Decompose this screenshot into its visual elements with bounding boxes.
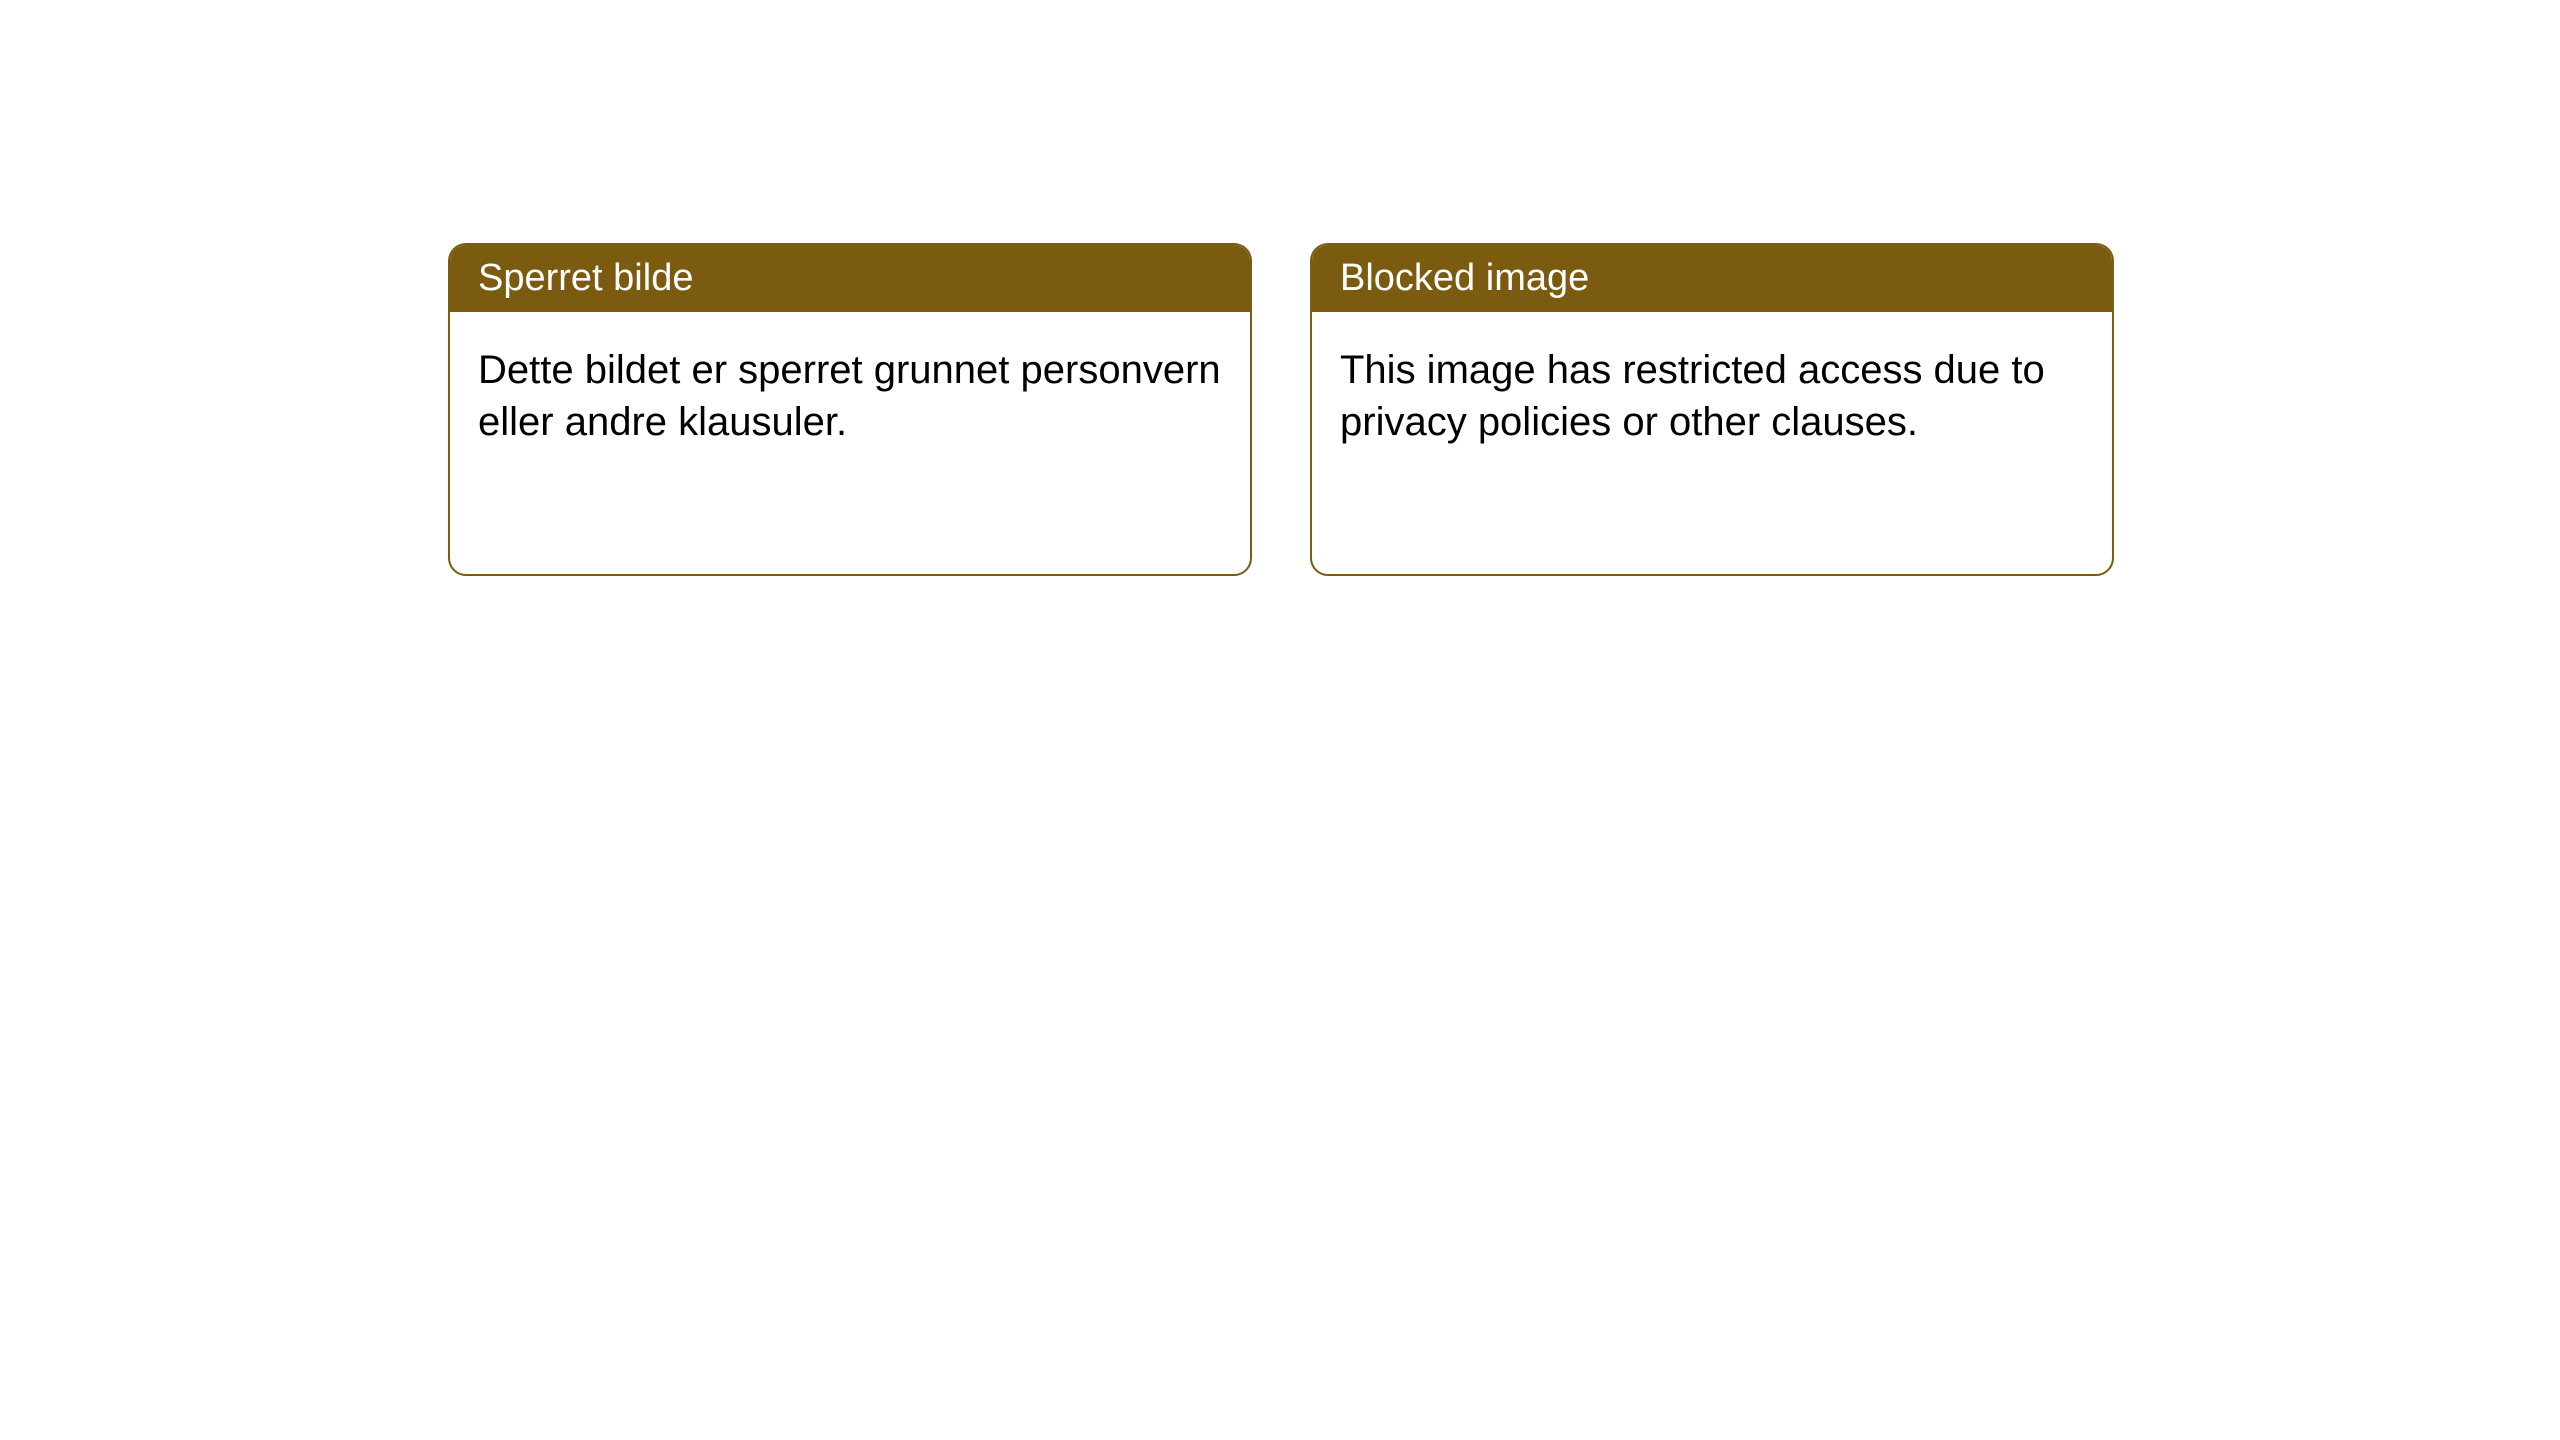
card-body-text: This image has restricted access due to …	[1340, 348, 2045, 444]
card-header: Blocked image	[1312, 245, 2112, 312]
card-body-text: Dette bildet er sperret grunnet personve…	[478, 348, 1221, 444]
card-title: Sperret bilde	[478, 257, 693, 299]
card-title: Blocked image	[1340, 257, 1589, 299]
card-body: Dette bildet er sperret grunnet personve…	[450, 312, 1250, 480]
card-body: This image has restricted access due to …	[1312, 312, 2112, 480]
notice-card-norwegian: Sperret bilde Dette bildet er sperret gr…	[448, 243, 1252, 576]
card-header: Sperret bilde	[450, 245, 1250, 312]
notice-container: Sperret bilde Dette bildet er sperret gr…	[0, 0, 2560, 576]
notice-card-english: Blocked image This image has restricted …	[1310, 243, 2114, 576]
